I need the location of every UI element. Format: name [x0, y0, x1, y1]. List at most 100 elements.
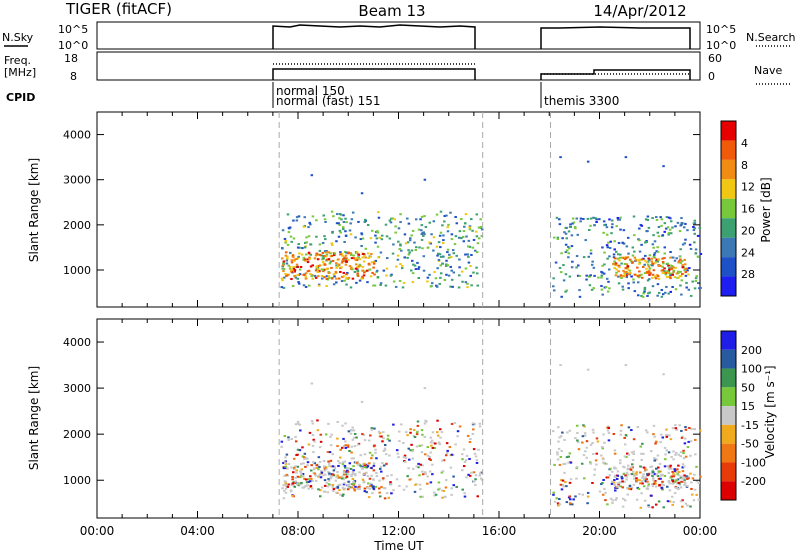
scatter-cell	[668, 267, 671, 270]
scatter-cell	[372, 469, 376, 472]
scatter-cell	[429, 441, 433, 444]
scatter-cell	[638, 275, 641, 278]
scatter-cell	[675, 479, 678, 482]
scatter-cell	[328, 472, 331, 475]
scatter-cell	[640, 492, 643, 495]
scatter-cell	[644, 476, 647, 479]
scatter-cell	[656, 283, 660, 286]
scatter-cell	[690, 487, 693, 490]
scatter-cell	[422, 234, 425, 237]
scatter-cell	[357, 220, 360, 223]
scatter-cell	[475, 461, 479, 464]
scatter-cell	[359, 464, 362, 467]
scatter-cell	[592, 266, 596, 269]
scatter-cell	[372, 262, 376, 265]
scatter-cell	[328, 262, 332, 265]
scatter-cell	[361, 467, 364, 470]
scatter-cell	[578, 295, 582, 298]
scatter-cell	[346, 445, 350, 448]
scatter-cell	[422, 269, 426, 272]
scatter-cell	[569, 498, 572, 501]
scatter-cell	[426, 475, 429, 478]
scatter-cell	[568, 452, 572, 455]
scatter-cell	[350, 253, 353, 256]
scatter-cell	[625, 276, 629, 279]
scatter-cell	[476, 242, 480, 245]
scatter-cell	[636, 294, 640, 297]
scatter-cell	[319, 440, 323, 443]
scatter-cell	[613, 240, 616, 243]
scatter-cell	[655, 467, 658, 470]
scatter-cell	[361, 256, 364, 259]
scatter-cell	[648, 267, 652, 270]
scatter-cell	[458, 266, 461, 269]
scatter-cell	[280, 277, 284, 280]
scatter-cell	[378, 491, 381, 494]
scatter-cell	[313, 462, 317, 465]
scatter-cell	[699, 286, 702, 289]
scatter-cell	[363, 439, 367, 442]
scatter-cell	[647, 226, 651, 229]
scatter-cell	[295, 258, 298, 261]
scatter-cell	[325, 251, 328, 254]
scatter-cell	[372, 284, 375, 287]
scatter-cell	[442, 490, 446, 493]
scatter-cell	[294, 465, 297, 468]
scatter-cell	[567, 496, 571, 499]
scatter-cell	[613, 248, 616, 251]
scatter-cell	[325, 481, 329, 484]
scatter-cell	[341, 494, 344, 497]
scatter-cell	[334, 271, 338, 274]
scatter-cell	[431, 446, 435, 449]
scatter-cell	[601, 246, 604, 249]
scatter-cell	[293, 274, 297, 277]
scatter-cell	[325, 258, 329, 261]
scatter-cell	[450, 269, 453, 272]
scatter-cell	[620, 276, 623, 279]
scatter-cell	[351, 478, 355, 481]
scatter-cell	[623, 258, 627, 261]
scatter-cell	[688, 267, 691, 270]
scatter-cell	[603, 224, 606, 227]
scatter-cell	[372, 266, 375, 269]
scatter-cell	[445, 273, 448, 276]
scatter-cell	[304, 272, 308, 275]
scatter-cell	[428, 273, 431, 276]
scatter-cell	[575, 255, 579, 258]
scatter-cell	[434, 442, 437, 445]
scatter-cell	[666, 226, 670, 229]
scatter-cell	[651, 217, 654, 220]
scatter-cell	[679, 284, 682, 287]
cpid-entry-2: normal (fast) 151	[276, 94, 380, 108]
scatter-cell	[350, 486, 354, 489]
scatter-cell	[345, 260, 349, 263]
scatter-cell	[618, 256, 622, 259]
scatter-cell	[452, 475, 455, 478]
scatter-cell	[323, 276, 326, 279]
scatter-cell	[623, 455, 627, 458]
scatter-cell	[369, 237, 373, 240]
scatter-cell	[366, 465, 370, 468]
scatter-cell	[424, 225, 428, 228]
scatter-cell	[342, 226, 345, 229]
scatter-cell	[582, 424, 585, 427]
scatter-cell	[412, 429, 416, 432]
scatter-cell	[669, 438, 673, 441]
scatter-cell	[641, 276, 644, 279]
scatter-cell	[406, 241, 410, 244]
radar-title: TIGER (fitACF)	[65, 0, 172, 18]
scatter-cell	[693, 222, 697, 225]
scatter-cell	[329, 477, 333, 480]
scatter-cell	[347, 480, 350, 483]
scatter-cell	[665, 449, 669, 452]
scatter-cell	[648, 254, 652, 257]
scatter-cell	[635, 477, 638, 480]
scatter-cell	[661, 473, 664, 476]
scatter-cell	[566, 431, 569, 434]
time-axis-title: Time UT	[373, 539, 424, 553]
scatter-cell	[664, 271, 668, 274]
scatter-cell	[435, 285, 439, 288]
scatter-cell	[296, 475, 300, 478]
scatter-cell	[432, 491, 436, 494]
scatter-cell	[448, 253, 451, 256]
